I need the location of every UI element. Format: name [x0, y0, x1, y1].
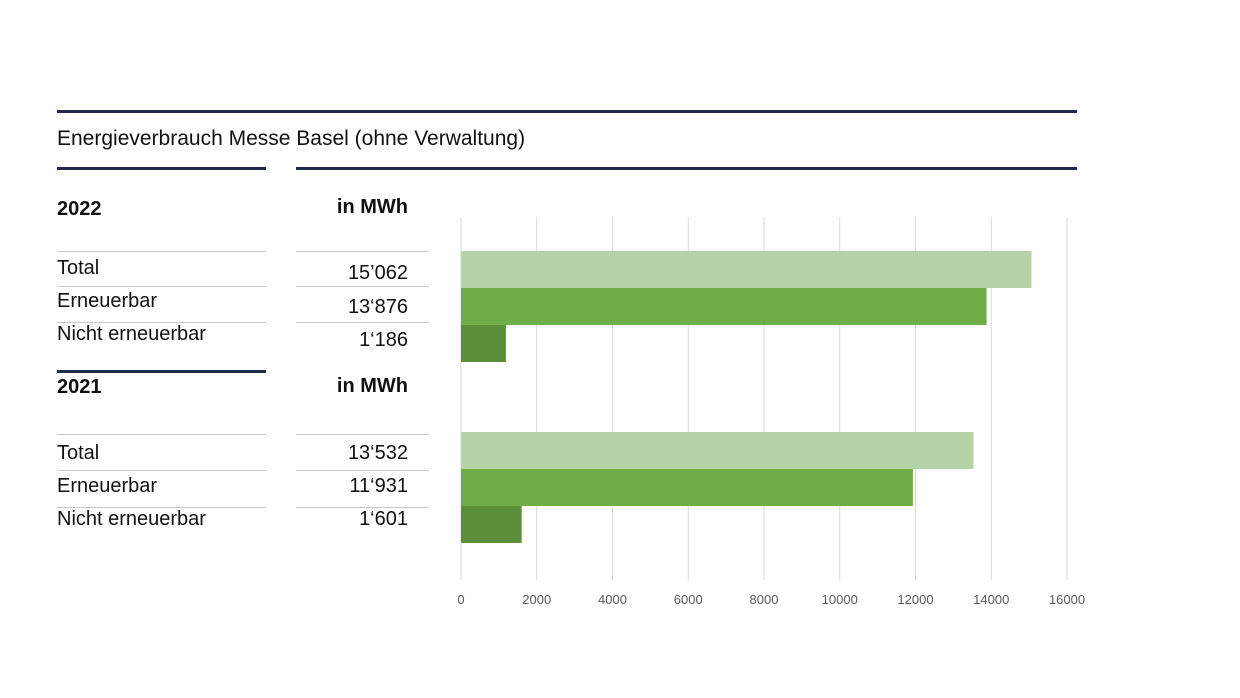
row-label-nicht-erneuerbar-2022: Nicht erneuerbar: [57, 323, 206, 345]
year-label-2022: 2022: [57, 198, 102, 220]
row-value-nicht-erneuerbar-2021: 1‘601: [359, 508, 408, 530]
row-label-total-2021: Total: [57, 442, 100, 464]
row-label-erneuerbar-2022: Erneuerbar: [57, 290, 158, 312]
x-tick-label: 8000: [750, 592, 779, 607]
row-divider: [57, 322, 266, 323]
row-divider: [296, 286, 429, 287]
row-value-total-2022: 15’062: [347, 262, 408, 284]
row-divider: [296, 251, 429, 252]
row-value-nicht-erneuerbar-2022: 1‘186: [359, 329, 408, 351]
bar-2022-total: [461, 251, 1032, 288]
row-value-erneuerbar-2022: 13‘876: [347, 296, 408, 318]
row-divider: [57, 507, 266, 508]
bar-2021-total: [461, 432, 974, 469]
row-value-total-2021: 13‘532: [347, 442, 408, 464]
table-header-rule-right: [296, 167, 1077, 170]
chart-bars: [461, 251, 1032, 543]
row-label-erneuerbar-2021: Erneuerbar: [57, 475, 158, 497]
row-divider: [296, 434, 429, 435]
x-tick-label: 4000: [598, 592, 627, 607]
bar-2022-nicht-erneuerbar: [461, 325, 506, 362]
row-divider: [57, 286, 266, 287]
x-tick-label: 14000: [973, 592, 1009, 607]
row-divider: [296, 507, 429, 508]
table-header-rule-left: [57, 167, 266, 170]
group-rule-2021: [57, 370, 266, 373]
row-label-total-2022: Total: [57, 257, 100, 279]
year-label-2021: 2021: [57, 376, 102, 398]
unit-label-2022: in MWh: [336, 196, 408, 218]
row-divider: [57, 251, 266, 252]
x-tick-label: 6000: [674, 592, 703, 607]
bar-2021-nicht-erneuerbar: [461, 506, 522, 543]
row-value-erneuerbar-2021: 11‘931: [349, 475, 408, 497]
bar-2022-erneuerbar: [461, 288, 987, 325]
x-tick-label: 10000: [822, 592, 858, 607]
row-divider: [57, 470, 266, 471]
x-tick-label: 0: [457, 592, 464, 607]
top-rule: [57, 110, 1077, 113]
chart-title: Energieverbrauch Messe Basel (ohne Verwa…: [57, 127, 526, 150]
unit-label-2021: in MWh: [336, 375, 408, 397]
x-tick-label: 2000: [522, 592, 551, 607]
row-divider: [296, 470, 429, 471]
bar-2021-erneuerbar: [461, 469, 913, 506]
row-divider: [296, 322, 429, 323]
x-tick-label: 12000: [897, 592, 933, 607]
x-tick-label: 16000: [1049, 592, 1085, 607]
row-divider: [57, 434, 266, 435]
row-label-nicht-erneuerbar-2021: Nicht erneuerbar: [57, 508, 206, 530]
chart-x-ticks: 0 2000 4000 6000 8000 10000 12000 14000 16000: [457, 592, 1085, 607]
